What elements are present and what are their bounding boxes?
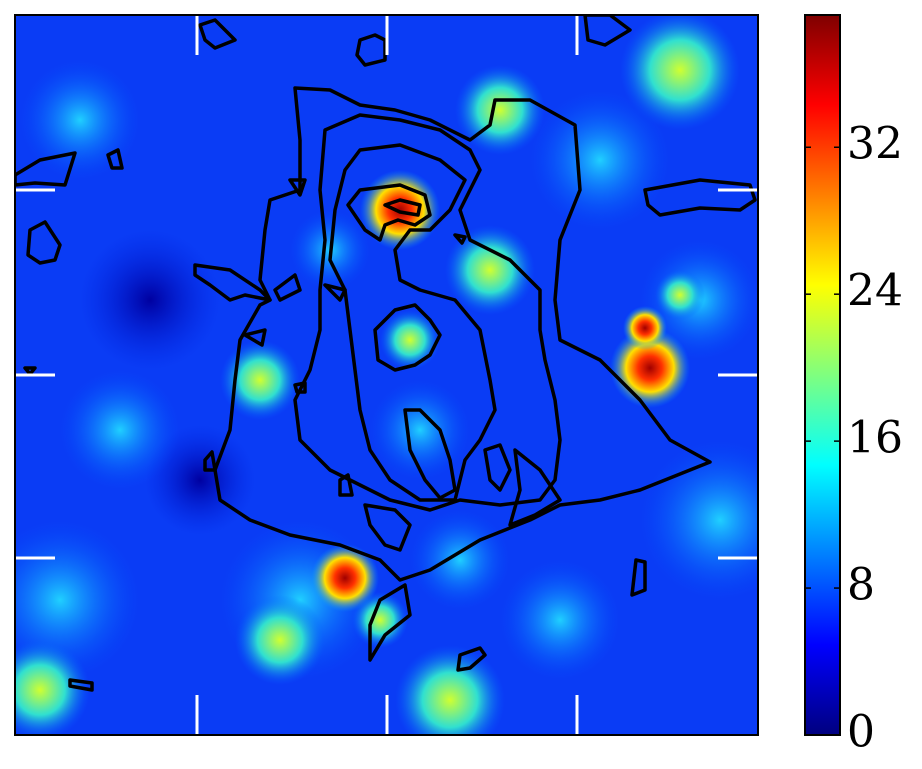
colorbar-frame bbox=[804, 14, 841, 736]
colorbar-gradient bbox=[805, 15, 840, 735]
colorbar-tick-label: 0 bbox=[847, 707, 875, 758]
plot-frame bbox=[14, 14, 759, 736]
colorbar: 0 8 16 24 32 bbox=[804, 14, 903, 758]
contours bbox=[15, 15, 757, 692]
colorbar-tick-label: 16 bbox=[847, 413, 903, 464]
colorbar-tick-label: 32 bbox=[847, 119, 903, 170]
axis-ticks bbox=[15, 15, 758, 735]
heatmap-field bbox=[15, 15, 758, 735]
colorbar-tick-label: 8 bbox=[847, 560, 875, 611]
colorbar-tick-label: 24 bbox=[847, 266, 903, 317]
